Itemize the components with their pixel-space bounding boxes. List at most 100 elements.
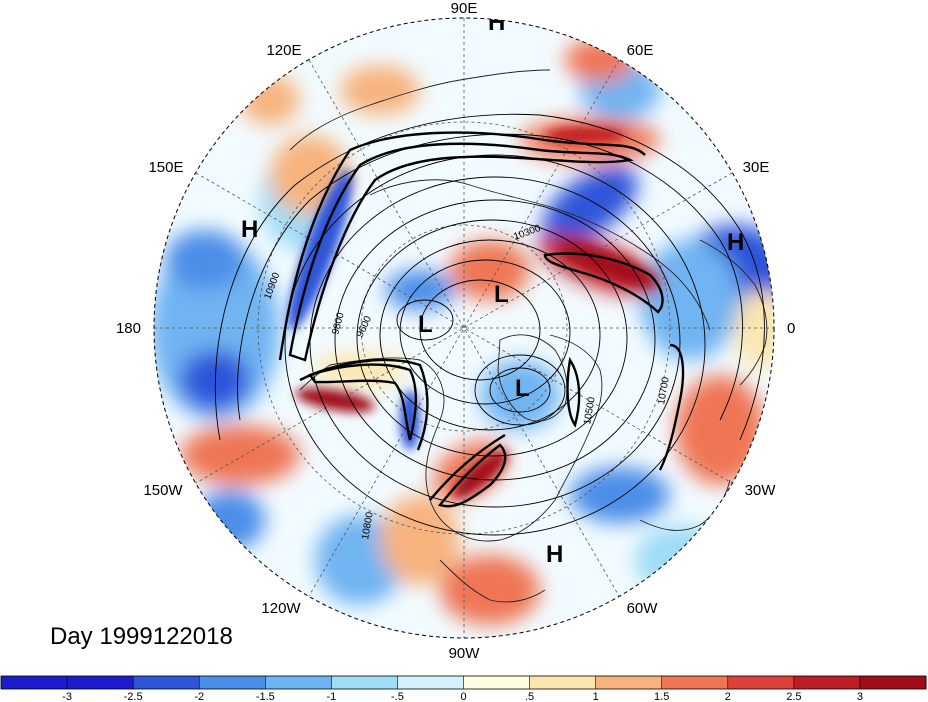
anomaly-positive-region (180, 425, 300, 485)
contour-label-10500: 10500 (582, 396, 598, 426)
anomaly-negative-region (165, 230, 245, 290)
height-contour (237, 133, 743, 421)
anomaly-negative-region (542, 165, 638, 245)
colorbar-tick-label: 1 (593, 691, 599, 702)
colorbar-swatch (133, 676, 200, 689)
meridian-120e-60w (308, 59, 620, 597)
colorbar-tick-label: .5 (525, 691, 534, 702)
colorbar-swatch (199, 676, 266, 689)
jet-contour (308, 363, 417, 441)
meridian-30e-150w (195, 172, 733, 484)
graticule (154, 18, 774, 638)
longitude-label: 150E (148, 159, 183, 176)
longitude-label: 120E (266, 42, 301, 59)
colorbar-tick-label: 2.5 (786, 691, 801, 702)
coastline-eurasia-north (369, 179, 711, 331)
height-contour (419, 279, 541, 381)
colorbar-swatch (727, 676, 795, 689)
anomaly-positive-region (450, 240, 530, 300)
colorbar-tick-label: -2 (194, 691, 204, 702)
longitude-label: 120W (261, 600, 301, 617)
colorbar-tick-label: -3 (62, 691, 72, 702)
colorbar-tick-label: 1.5 (654, 691, 669, 702)
colorbar-swatch (529, 676, 597, 689)
longitude-label: 90E (451, 0, 478, 17)
colorbar-tick-label: 3 (857, 691, 863, 702)
coastline-north-america (329, 334, 603, 542)
longitude-label: 150W (143, 482, 183, 499)
colorbar-tick-label: -2.5 (124, 691, 143, 702)
colorbar-swatch (265, 676, 332, 689)
jet-contour (437, 443, 507, 508)
height-contour (214, 113, 765, 441)
pressure-centers: H H H H L L L (241, 9, 744, 568)
jet-contour (566, 356, 581, 428)
longitude-label: 30E (743, 159, 770, 176)
colorbar-swatch (595, 676, 663, 689)
anomaly-positive-region (565, 38, 635, 82)
colorbar-swatch (397, 676, 464, 689)
anomaly-positive-core (295, 387, 375, 413)
height-contour (489, 367, 551, 413)
colorbar-tick-label: 0 (460, 691, 466, 702)
meridian-60e-120w (308, 59, 620, 597)
colorbar-swatches (1, 676, 927, 689)
high-pressure-center: H (488, 9, 505, 36)
height-contour (284, 154, 706, 536)
longitude-label: 30W (745, 482, 777, 499)
jet-contour (278, 131, 646, 361)
longitude-label: 90W (449, 645, 481, 662)
jet-contour (543, 252, 664, 314)
coastline-alaska (299, 364, 331, 391)
longitude-label: 180 (116, 320, 141, 337)
low-pressure-center: L (494, 281, 509, 308)
colorbar-swatch (463, 676, 531, 689)
colorbar-swatch (1, 676, 68, 689)
low-pressure-center: L (418, 311, 433, 338)
map-disc: 10300 10900 9800 9600 10500 10700 10800 … (154, 9, 774, 638)
anomaly-negative-region (640, 240, 740, 360)
longitude-label: 60W (627, 600, 659, 617)
colorbar-swatch (793, 676, 861, 689)
anomaly-positive-region (675, 375, 765, 485)
height-contour (379, 239, 601, 431)
anomaly-positive-region (380, 495, 460, 585)
map-disc-border (153, 17, 775, 639)
contour-label-10800: 10800 (360, 511, 376, 541)
colorbar-tick-label: -1 (326, 691, 336, 702)
anomaly-positive-core (452, 451, 508, 499)
colorbar-swatch (859, 676, 927, 689)
high-pressure-center: H (241, 216, 258, 243)
longitude-label: 0 (787, 320, 795, 337)
colorbar-swatch (331, 676, 398, 689)
low-pressure-center: L (515, 375, 530, 402)
date-label: Day 1999122018 (50, 623, 233, 650)
anomaly-negative-region (385, 270, 455, 310)
contour-label-10700: 10700 (656, 376, 672, 406)
colorbar: -3 -2.5 -2 -1.5 -1 -.5 0 .5 1 1.5 2 2.5 3 (0, 675, 927, 702)
height-contour (396, 299, 454, 341)
jet-contour (658, 343, 685, 471)
coastlines (289, 69, 768, 603)
colorbar-ticks: -3 -2.5 -2 -1.5 -1 -.5 0 .5 1 1.5 2 2.5 3 (62, 676, 863, 702)
anomaly-positive-region (340, 65, 420, 115)
jet-contour (299, 358, 429, 451)
high-pressure-center: H (727, 229, 744, 256)
jet-contours (278, 131, 685, 508)
anomaly-positive-region (440, 555, 540, 625)
meridian-150e-30w (195, 172, 733, 484)
height-contour (399, 259, 571, 405)
longitude-labels: 90E 60E 30E 0 30W 60W 90W 120W 150W 180 … (116, 0, 795, 662)
anomaly-negative-region (635, 525, 725, 595)
longitude-label: 60E (627, 42, 654, 59)
colorbar-swatch (661, 676, 729, 689)
colorbar-tick-label: -.5 (391, 691, 404, 702)
coastline-europe (699, 239, 768, 386)
colorbar-tick-label: -1.5 (256, 691, 275, 702)
colorbar-swatch (67, 676, 134, 689)
coastline-asia-east (289, 69, 551, 151)
height-contour (474, 354, 566, 426)
jet-contour (288, 142, 634, 362)
anomaly-positive-region (240, 75, 300, 125)
